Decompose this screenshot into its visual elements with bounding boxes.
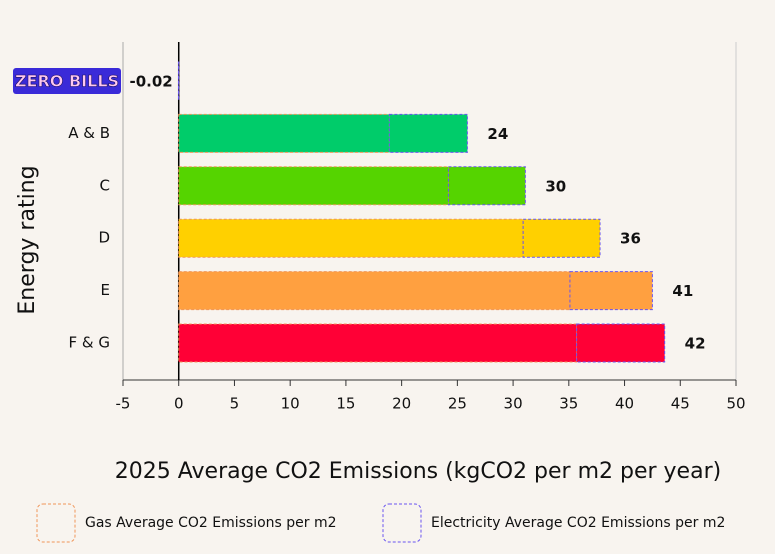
x-tick-label: 0	[174, 395, 184, 413]
legend-label: Electricity Average CO2 Emissions per m2	[431, 515, 725, 531]
value-label: 24	[487, 125, 508, 143]
x-tick-label: 45	[671, 395, 690, 413]
bar-segment	[569, 271, 653, 311]
bar-segment	[178, 113, 390, 153]
y-tick-label: A & B	[68, 124, 110, 142]
x-tick-label: 50	[726, 395, 745, 413]
logo	[13, 68, 121, 94]
y-tick-label: C	[100, 176, 110, 194]
bar-segment	[576, 323, 666, 363]
bar-segment	[178, 218, 524, 258]
x-tick-label: -5	[116, 395, 131, 413]
value-label: 36	[620, 230, 641, 248]
y-tick-label: ZERO BILLS	[15, 72, 119, 91]
value-label: -0.02	[129, 73, 172, 91]
x-tick-label: 15	[336, 395, 355, 413]
x-tick-label: 25	[448, 395, 467, 413]
x-axis-label: 2025 Average CO2 Emissions (kgCO2 per m2…	[115, 459, 721, 484]
bar-segment	[522, 218, 601, 258]
x-tick-label: 20	[392, 395, 411, 413]
legend-swatch	[382, 503, 422, 543]
legend-label: Gas Average CO2 Emissions per m2	[85, 515, 337, 531]
bar-segment	[178, 323, 578, 363]
bar-segment	[388, 113, 468, 153]
value-label: 41	[672, 282, 693, 300]
x-tick-label: 30	[504, 395, 523, 413]
value-label: 30	[545, 177, 566, 195]
x-tick-label: 5	[230, 395, 240, 413]
x-tick-label: 35	[559, 395, 578, 413]
bar-segment	[178, 271, 571, 311]
bar-segment	[178, 166, 449, 206]
x-tick-label: 40	[615, 395, 634, 413]
bar-segment	[447, 166, 526, 206]
x-tick-label: 10	[281, 395, 300, 413]
y-axis-label: Energy rating	[15, 165, 40, 314]
value-label: 42	[685, 335, 706, 353]
y-tick-label: D	[98, 229, 110, 247]
y-tick-label: E	[101, 281, 110, 299]
legend-swatch	[36, 503, 76, 543]
y-tick-label: F & G	[69, 334, 110, 352]
